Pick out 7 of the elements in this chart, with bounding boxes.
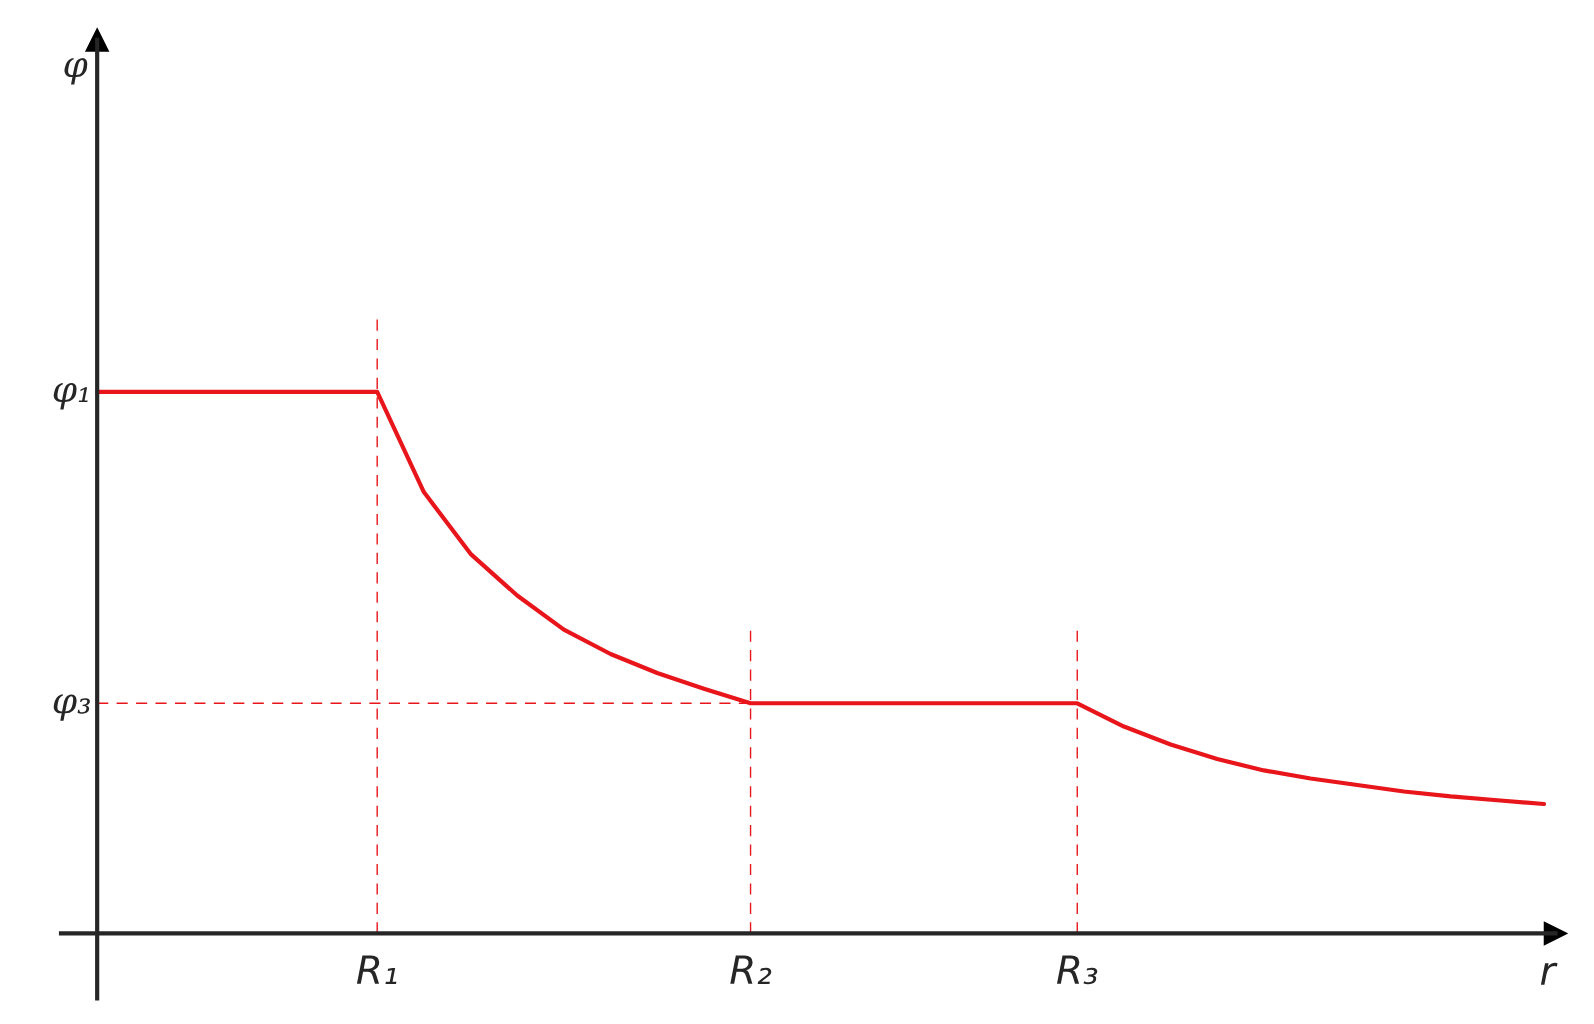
x-axis-title: r	[1540, 962, 1558, 985]
ref-line-label: φ₃	[53, 694, 90, 721]
text: φ	[64, 58, 88, 85]
x-tick-label: R₁	[356, 955, 397, 984]
annotation: φ₁	[53, 383, 88, 410]
x-tick-label: R₃	[1056, 955, 1098, 985]
x-tick-label: R₂	[730, 955, 772, 984]
